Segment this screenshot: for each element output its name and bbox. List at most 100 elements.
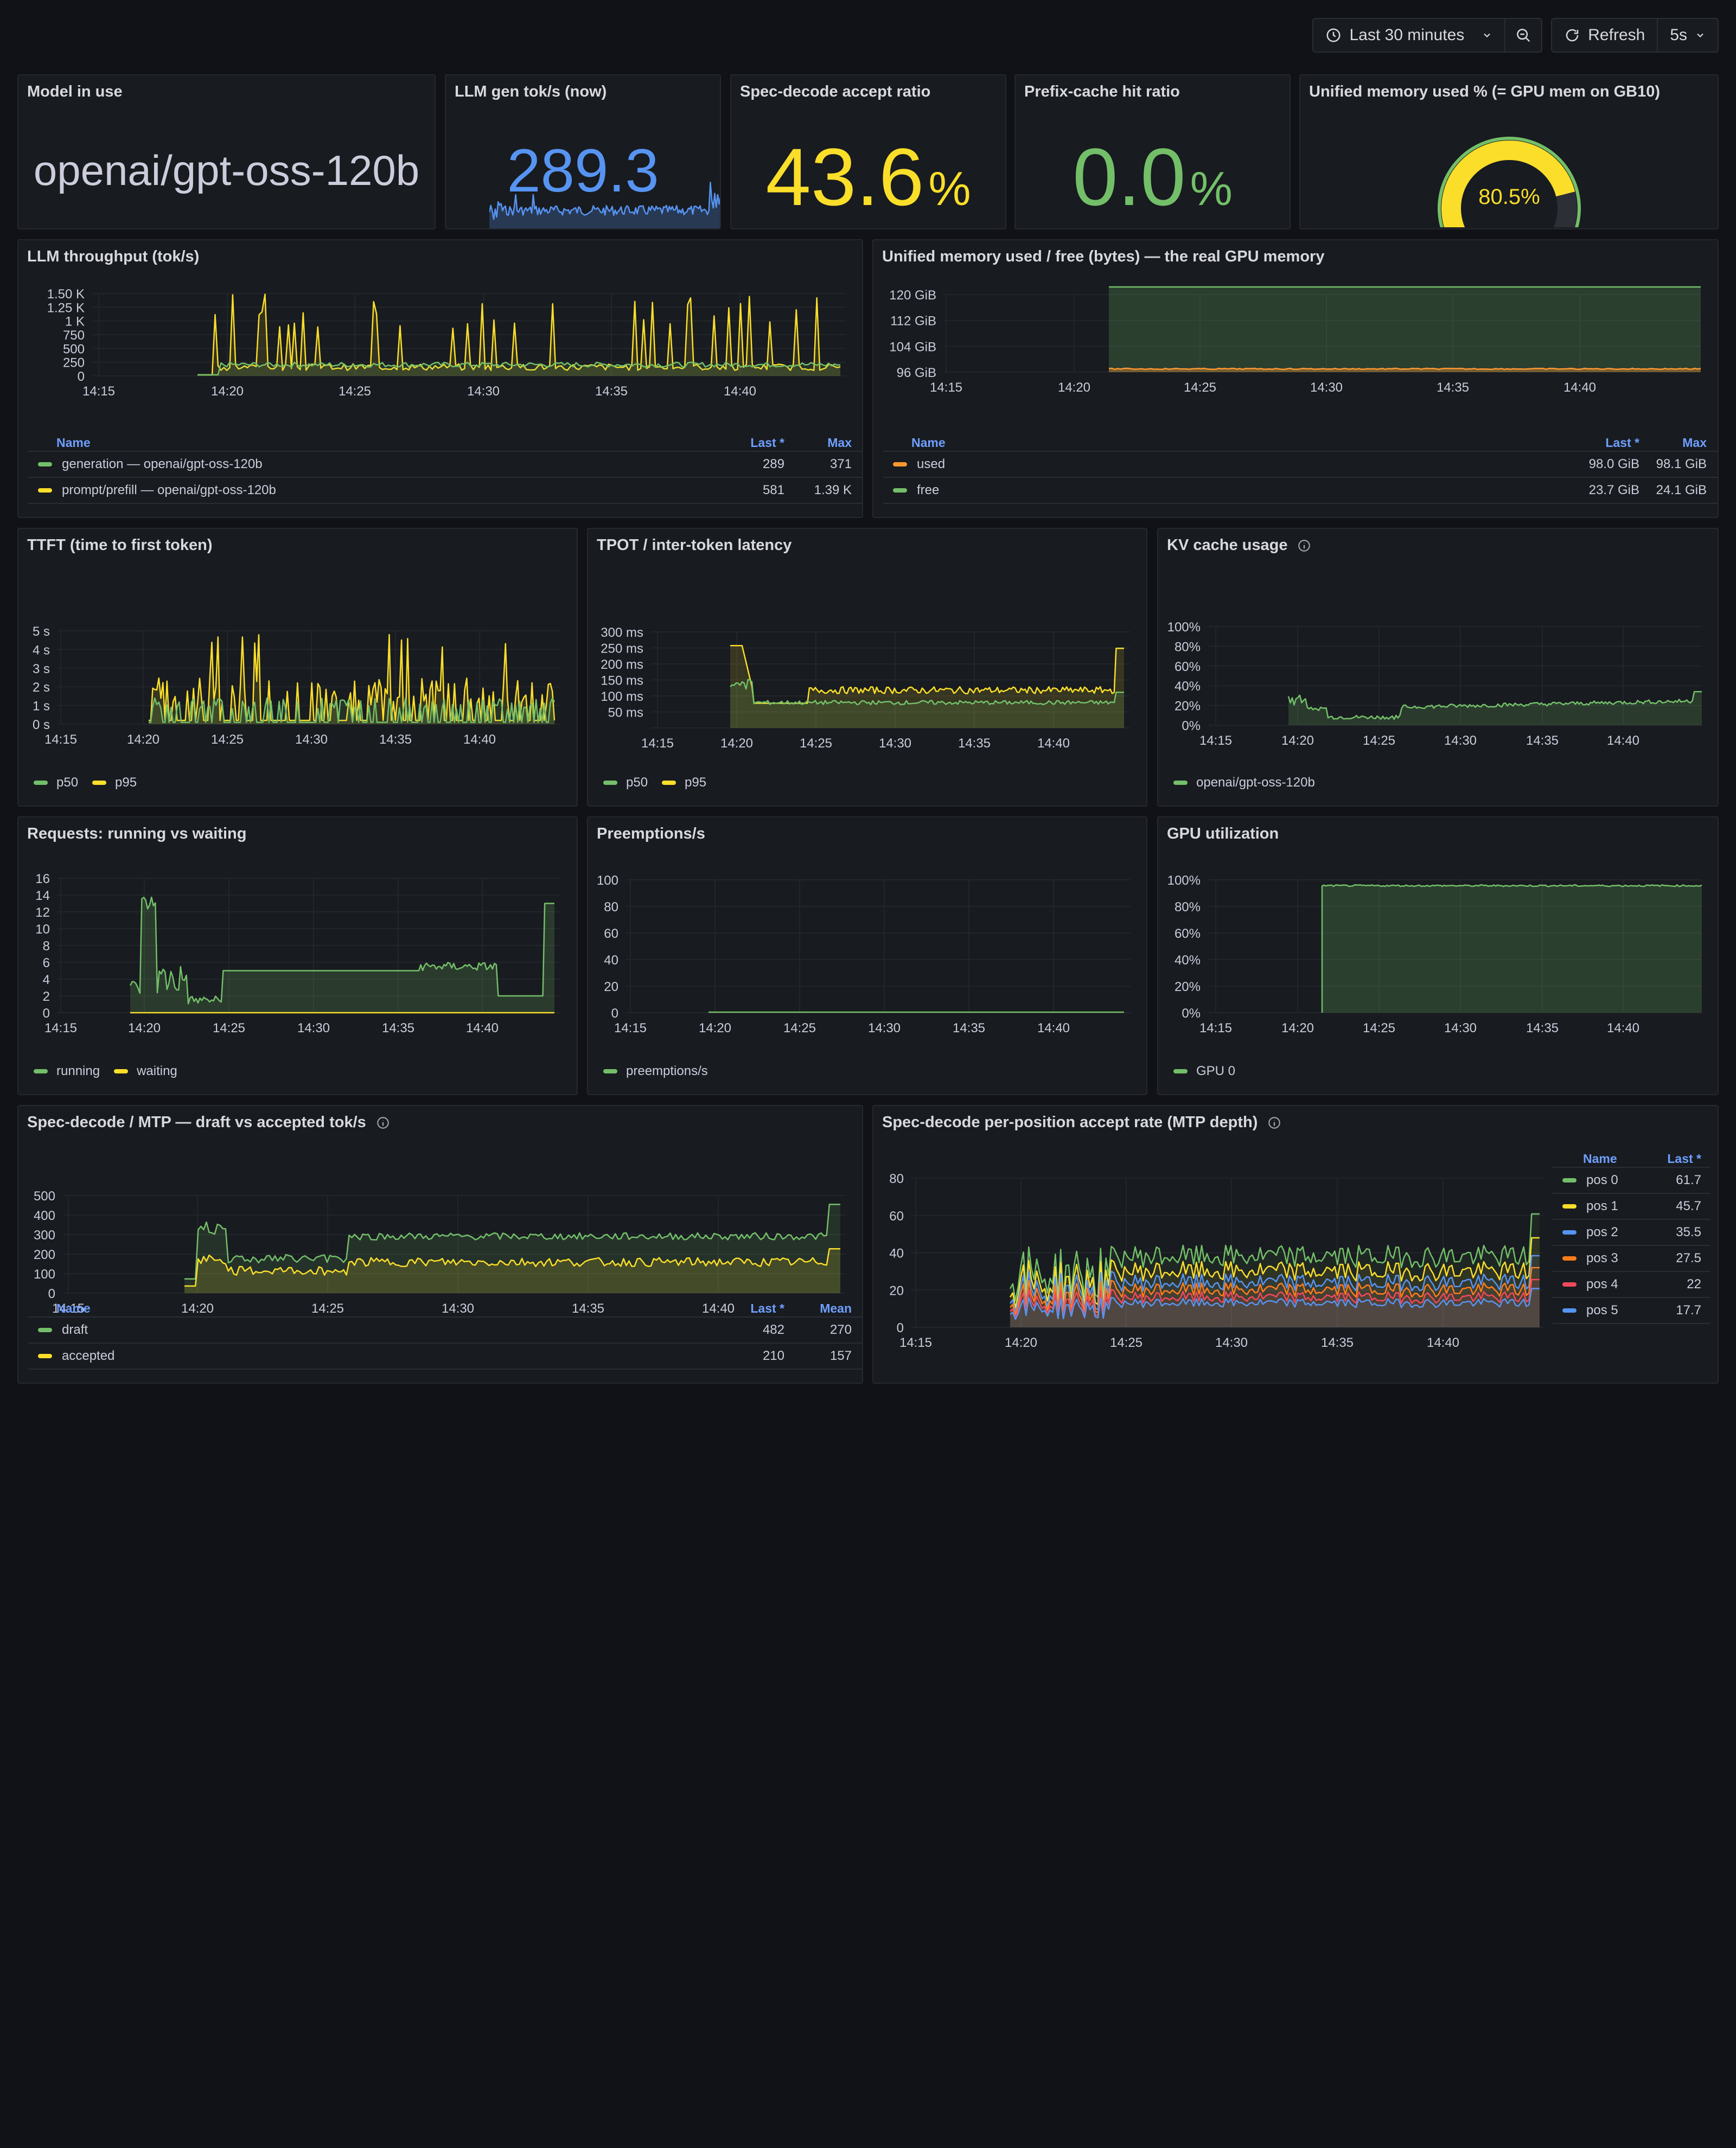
memory-legend-table: Name Last * Max used 98.0 GiB 98.1 GiB f… (883, 436, 1718, 517)
info-icon[interactable] (376, 1116, 390, 1130)
y-tick-label: 2 (43, 989, 50, 1004)
series-name: pos 4 (1586, 1277, 1618, 1292)
series-swatch (34, 781, 48, 785)
time-range-picker[interactable]: Last 30 minutes (1313, 19, 1504, 52)
stat-panel-gen-toks[interactable]: LLM gen tok/s (now) 289.3 (445, 74, 721, 229)
y-tick-label: 2 s (33, 680, 50, 695)
prefix-unit: % (1190, 162, 1233, 215)
y-tick-label: 80% (1175, 640, 1201, 654)
y-tick-label: 500 (34, 1189, 55, 1204)
panel-unified-memory[interactable]: Unified memory used / free (bytes) — the… (872, 239, 1719, 518)
stat-panel-model[interactable]: Model in use openai/gpt-oss-120b (17, 74, 436, 229)
legend-label[interactable]: GPU 0 (1196, 1064, 1236, 1078)
legend-row[interactable]: pos 5 17.7 (1553, 1297, 1710, 1324)
legend-row[interactable]: pos 0 61.7 (1553, 1167, 1710, 1193)
x-tick-label: 14:30 (868, 1021, 901, 1035)
x-tick-label: 14:20 (720, 736, 753, 751)
x-tick-label: 14:30 (1444, 733, 1477, 748)
x-tick-label: 14:20 (1005, 1335, 1037, 1350)
stat-panel-spec-accept[interactable]: Spec-decode accept ratio 43.6% (730, 74, 1006, 229)
legend-label[interactable]: openai/gpt-oss-120b (1196, 775, 1315, 790)
per-position-chart: 80 60 40 20 014:15 14:20 14:25 14:30 14:35 14:40 (889, 1172, 1543, 1350)
series-name: pos 5 (1586, 1303, 1618, 1318)
x-tick-label: 14:35 (958, 736, 991, 751)
panel-preemptions[interactable]: Preemptions/s 100 80 60 40 20 0 14:15 14:20 14:2… (587, 816, 1147, 1095)
y-tick-label: 40% (1175, 679, 1201, 694)
legend-row[interactable]: pos 4 22 (1553, 1271, 1710, 1297)
panel-requests[interactable]: Requests: running vs waiting 16 14 12 10 8 6 4… (17, 816, 578, 1095)
panel-title: LLM gen tok/s (now) (455, 83, 607, 100)
y-tick-label: 300 ms (601, 625, 643, 640)
series-swatch (34, 1069, 48, 1073)
panel-per-position-accept[interactable]: Spec-decode per-position accept rate (MT… (872, 1105, 1719, 1384)
y-tick-label: 60% (1175, 660, 1201, 674)
legend-label[interactable]: waiting (137, 1064, 177, 1078)
gauge-panel-memory[interactable]: Unified memory used % (= GPU mem on GB10… (1299, 74, 1719, 229)
x-tick-label: 14:15 (44, 732, 77, 747)
y-tick-label: 0 (48, 1287, 55, 1301)
x-tick-label: 14:30 (1310, 380, 1343, 395)
legend-label[interactable]: p95 (685, 775, 707, 790)
legend-label[interactable]: p95 (115, 775, 137, 790)
series-swatch (114, 1069, 129, 1073)
zoom-out-button[interactable] (1504, 19, 1541, 52)
series-swatch (1562, 1308, 1577, 1313)
x-tick-label: 14:35 (1526, 1021, 1559, 1035)
legend-row[interactable]: accepted 210 157 (28, 1343, 862, 1370)
legend-label[interactable]: p50 (56, 775, 79, 790)
model-value: openai/gpt-oss-120b (33, 146, 420, 194)
series-name: pos 1 (1586, 1199, 1618, 1213)
info-icon[interactable] (1267, 1116, 1281, 1130)
series-swatch (38, 1354, 52, 1358)
series-name: free (917, 483, 940, 497)
gen-value: 289.3 (507, 137, 659, 204)
stat-panel-prefix-cache[interactable]: Prefix-cache hit ratio 0.0% (1014, 74, 1291, 229)
x-tick-label: 14:35 (379, 732, 412, 747)
legend-label[interactable]: preemptions/s (626, 1064, 708, 1078)
legend-row[interactable]: used 98.0 GiB 98.1 GiB (883, 451, 1718, 477)
panel-mtp-draft-accepted[interactable]: Spec-decode / MTP — draft vs accepted to… (17, 1105, 863, 1384)
series-swatch (662, 781, 676, 785)
x-tick-label: 14:40 (1563, 380, 1596, 395)
legend-row[interactable]: draft 482 270 (28, 1316, 862, 1343)
x-tick-label: 14:40 (466, 1021, 499, 1035)
panel-title: Prefix-cache hit ratio (1024, 83, 1180, 100)
legend-row[interactable]: pos 2 35.5 (1553, 1219, 1710, 1245)
y-tick-label: 0% (1182, 719, 1201, 733)
legend-label[interactable]: p50 (626, 775, 648, 790)
legend-header-name: Name (1583, 1152, 1617, 1166)
legend-row[interactable]: pos 3 27.5 (1553, 1245, 1710, 1271)
refresh-button[interactable]: Refresh (1552, 19, 1657, 52)
x-tick-label: 14:25 (800, 736, 832, 751)
legend-row[interactable]: generation — openai/gpt-oss-120b 289 371 (28, 451, 862, 477)
x-tick-label: 14:25 (783, 1021, 816, 1035)
refresh-group: Refresh 5s (1551, 18, 1719, 53)
legend-row[interactable]: free 23.7 GiB 24.1 GiB (883, 477, 1718, 504)
series-last: 45.7 (1676, 1199, 1701, 1213)
x-tick-label: 14:35 (382, 1021, 414, 1035)
series-last: 482 (762, 1322, 784, 1337)
x-tick-label: 14:25 (213, 1021, 245, 1035)
panel-ttft[interactable]: TTFT (time to first token) 5 s 4 s 3 s 2 s 1… (17, 528, 578, 807)
y-tick-label: 200 (34, 1248, 55, 1262)
y-tick-label: 300 (34, 1228, 55, 1243)
series-name: generation — openai/gpt-oss-120b (62, 457, 263, 471)
mtp-chart: 500 400 300 200 100 014:15 14:20 14:25 14:30 14:3… (34, 1189, 846, 1316)
legend: openai/gpt-oss-120b (1173, 775, 1315, 790)
x-tick-label: 14:20 (1058, 380, 1090, 395)
time-picker-group: Last 30 minutes (1312, 18, 1543, 53)
panel-tpot[interactable]: TPOT / inter-token latency 300 ms 250 ms 2… (587, 528, 1147, 807)
panel-kv-cache[interactable]: KV cache usage 100% 80% 60% 40% 20% 0% 14:15 14… (1157, 528, 1719, 807)
legend-row[interactable]: prompt/prefill — openai/gpt-oss-120b 581… (28, 477, 862, 504)
refresh-interval-picker[interactable]: 5s (1657, 19, 1718, 52)
gauge-value: 80.5% (1478, 185, 1540, 209)
series-name: pos 2 (1586, 1225, 1618, 1239)
y-tick-label: 0 (611, 1006, 618, 1021)
panel-gpu-util[interactable]: GPU utilization 100% 80% 60% 40% 20% 0% 14:15 1… (1157, 816, 1719, 1095)
refresh-label: Refresh (1588, 26, 1645, 44)
y-tick-label: 0% (1182, 1006, 1201, 1021)
legend-row[interactable]: pos 1 45.7 (1553, 1193, 1710, 1219)
legend-label[interactable]: running (56, 1064, 100, 1078)
info-icon[interactable] (1297, 539, 1311, 553)
